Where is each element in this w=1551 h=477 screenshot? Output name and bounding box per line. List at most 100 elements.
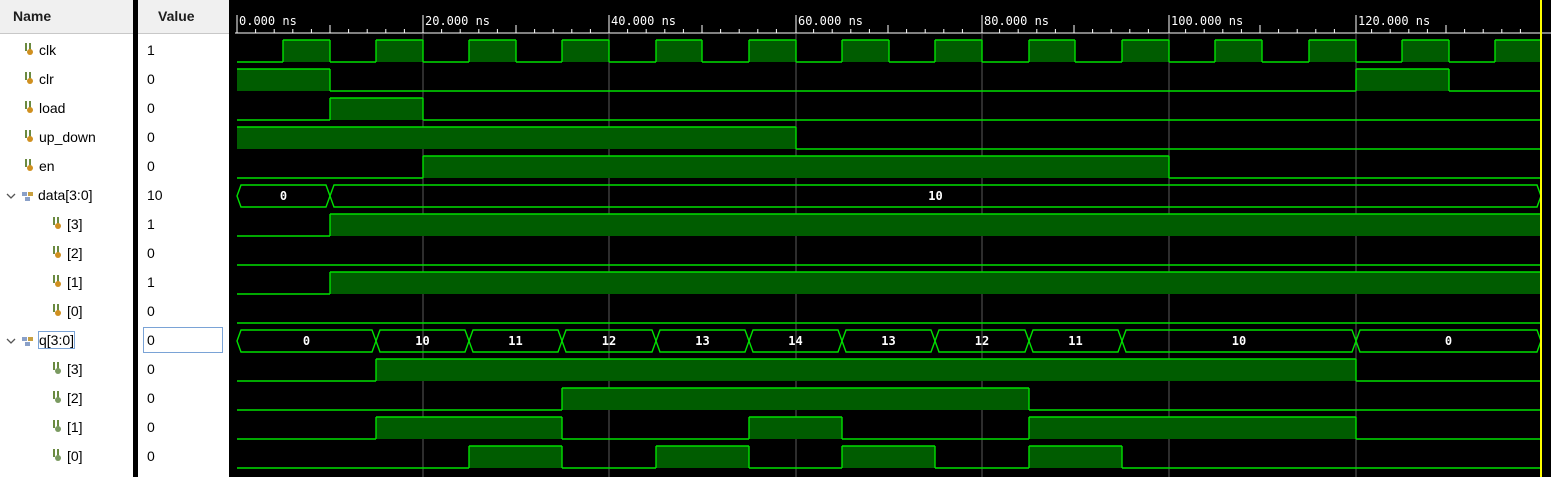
waveform-q[interactable]: 0 10 11 12 13 14 13 12 11 10 0 — [236, 329, 1542, 353]
bus-value-label: 10 — [928, 189, 942, 203]
signal-name-label: q[3:0] — [37, 331, 76, 349]
bus-value-label: 0 — [303, 334, 310, 348]
name-column-header[interactable]: Name — [0, 0, 133, 34]
high-segment — [1402, 40, 1449, 62]
input-signal-icon — [24, 71, 36, 85]
time-label: 80.000 ns — [984, 14, 1049, 28]
waveform-up_down[interactable] — [237, 126, 1541, 150]
signal-value-q0[interactable]: 0 — [138, 441, 229, 470]
signal-row-q2[interactable]: [2] — [0, 383, 133, 412]
bus-signal-icon — [21, 334, 35, 346]
signal-value-q[interactable]: 0 — [138, 325, 229, 354]
signal-row-data2[interactable]: [2] — [0, 238, 133, 267]
high-segment — [562, 388, 1029, 410]
time-label: 0.000 ns — [239, 14, 297, 28]
waveform-clk[interactable] — [237, 39, 1541, 63]
value-header-label: Value — [158, 8, 195, 24]
expand-chevron-icon[interactable] — [6, 333, 16, 344]
signal-row-q1[interactable]: [1] — [0, 412, 133, 441]
signal-value-text: 0 — [147, 158, 155, 174]
signal-value-panel: Value 1 0 0 0 0 10 1 0 1 0 0 0 0 0 0 — [138, 0, 229, 477]
signal-row-q[interactable]: q[3:0] — [0, 325, 133, 354]
waveform-data1[interactable] — [237, 271, 1541, 295]
signal-row-data1[interactable]: [1] — [0, 267, 133, 296]
waveform-traces: 0 10 0 10 11 12 13 14 13 12 11 10 0 — [236, 39, 1542, 469]
value-column-header[interactable]: Value — [138, 0, 229, 34]
bus-value-label: 11 — [508, 334, 522, 348]
signal-value-en[interactable]: 0 — [138, 151, 229, 180]
waveform-load[interactable] — [237, 97, 1541, 121]
waveform-data[interactable]: 0 10 — [236, 184, 1542, 208]
signal-value-q2[interactable]: 0 — [138, 383, 229, 412]
bus-value-label: 0 — [1445, 334, 1452, 348]
signal-name-label: up_down — [39, 129, 96, 145]
time-ruler[interactable]: 0.000 ns 20.000 ns 40.000 ns 60.000 ns 80.00… — [235, 14, 1551, 34]
high-segment — [1029, 40, 1075, 62]
signal-name-label: [1] — [67, 419, 83, 435]
waveform-splitter[interactable] — [229, 0, 235, 477]
signal-value-data1[interactable]: 1 — [138, 267, 229, 296]
signal-value-text: 0 — [147, 332, 155, 348]
bus-value-label: 11 — [1068, 334, 1082, 348]
column-splitter[interactable] — [133, 0, 138, 477]
waveform-canvas[interactable]: 0.000 ns 20.000 ns 40.000 ns 60.000 ns 80.00… — [235, 0, 1551, 477]
waveform-q1[interactable] — [237, 416, 1541, 440]
input-signal-icon — [24, 158, 36, 172]
time-label: 120.000 ns — [1358, 14, 1430, 28]
signal-row-clk[interactable]: clk — [0, 35, 133, 64]
signal-value-text: 1 — [147, 274, 155, 290]
signal-value-clr[interactable]: 0 — [138, 64, 229, 93]
signal-value-q3[interactable]: 0 — [138, 354, 229, 383]
signal-value-up_down[interactable]: 0 — [138, 122, 229, 151]
high-segment — [330, 98, 423, 120]
high-segment — [1215, 40, 1262, 62]
signal-value-load[interactable]: 0 — [138, 93, 229, 122]
waveform-en[interactable] — [237, 155, 1541, 179]
signal-row-data[interactable]: data[3:0] — [0, 180, 133, 209]
signal-row-data0[interactable]: [0] — [0, 296, 133, 325]
waveform-data3[interactable] — [237, 213, 1541, 237]
high-segment — [1029, 446, 1122, 468]
high-segment — [1309, 40, 1356, 62]
high-segment — [1356, 69, 1449, 91]
waveform-clr[interactable] — [237, 68, 1541, 92]
input-signal-icon — [24, 129, 36, 143]
bus-value-label: 14 — [788, 334, 802, 348]
signal-row-clr[interactable]: clr — [0, 64, 133, 93]
signal-name-label: [0] — [67, 303, 83, 319]
signal-row-q3[interactable]: [3] — [0, 354, 133, 383]
signal-value-data2[interactable]: 0 — [138, 238, 229, 267]
high-segment — [749, 417, 842, 439]
signal-value-data0[interactable]: 0 — [138, 296, 229, 325]
bit-signal-icon — [52, 245, 64, 259]
high-segment — [237, 127, 796, 149]
bus-value-label: 0 — [280, 189, 287, 203]
high-segment — [656, 446, 749, 468]
waveform-q3[interactable] — [237, 358, 1541, 382]
high-segment — [1495, 40, 1541, 62]
waveform-q0[interactable] — [237, 445, 1541, 469]
high-segment — [423, 156, 1169, 178]
waveform-q2[interactable] — [237, 387, 1541, 411]
signal-value-text: 0 — [147, 390, 155, 406]
signal-value-data3[interactable]: 1 — [138, 209, 229, 238]
signal-row-load[interactable]: load — [0, 93, 133, 122]
signal-value-data[interactable]: 10 — [138, 180, 229, 209]
bit-signal-icon — [52, 361, 64, 375]
signal-value-text: 1 — [147, 42, 155, 58]
expand-chevron-icon[interactable] — [6, 188, 16, 199]
bit-signal-icon — [52, 419, 64, 433]
high-segment — [376, 40, 423, 62]
signal-name-label: [2] — [67, 245, 83, 261]
signal-value-clk[interactable]: 1 — [138, 35, 229, 64]
bus-value-label: 12 — [975, 334, 989, 348]
bit-signal-icon — [52, 390, 64, 404]
signal-row-q0[interactable]: [0] — [0, 441, 133, 470]
high-segment — [1029, 417, 1356, 439]
signal-row-up_down[interactable]: up_down — [0, 122, 133, 151]
signal-row-data3[interactable]: [3] — [0, 209, 133, 238]
bus-value-label: 10 — [415, 334, 429, 348]
signal-value-text: 0 — [147, 71, 155, 87]
signal-value-q1[interactable]: 0 — [138, 412, 229, 441]
signal-row-en[interactable]: en — [0, 151, 133, 180]
